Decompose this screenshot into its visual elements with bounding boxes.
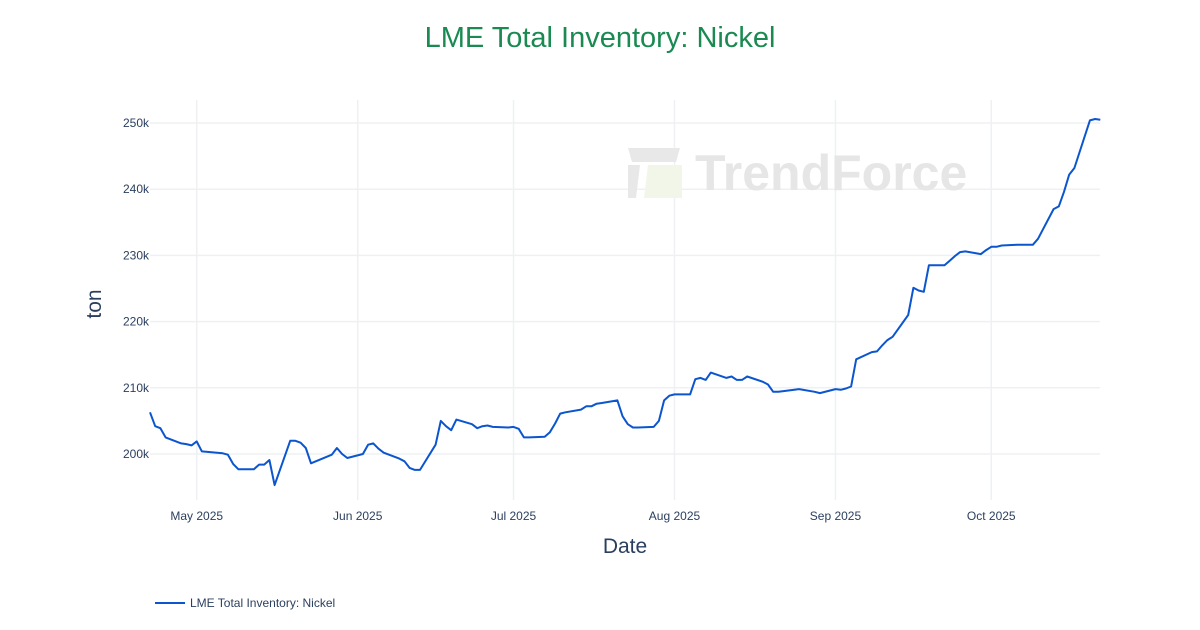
- x-tick-label: Jun 2025: [333, 509, 383, 523]
- y-tick-label: 240k: [123, 182, 150, 196]
- gridlines: [150, 100, 1100, 500]
- watermark-text: TrendForce: [695, 145, 967, 201]
- y-tick-label: 220k: [123, 315, 150, 329]
- legend-item[interactable]: LME Total Inventory: Nickel: [155, 596, 335, 610]
- x-tick-label: May 2025: [170, 509, 223, 523]
- x-axis-title: Date: [603, 535, 647, 558]
- watermark-logo: TrendForce: [628, 145, 967, 201]
- y-tick-label: 230k: [123, 248, 150, 262]
- y-tick-label: 250k: [123, 116, 150, 130]
- legend-line-icon: [155, 602, 185, 604]
- y-axis-ticks: 200k 210k 220k 230k 240k 250k: [123, 116, 150, 461]
- y-tick-label: 210k: [123, 381, 150, 395]
- series-line-nickel[interactable]: [149, 118, 1101, 487]
- x-axis-ticks: May 2025 Jun 2025 Jul 2025 Aug 2025 Sep 2025…: [170, 509, 1016, 523]
- chart-title: LME Total Inventory: Nickel: [424, 22, 776, 54]
- y-axis-title: ton: [83, 289, 106, 318]
- y-tick-label: 200k: [123, 447, 150, 461]
- x-tick-label: Aug 2025: [649, 509, 701, 523]
- legend-label: LME Total Inventory: Nickel: [190, 596, 336, 610]
- x-tick-label: Oct 2025: [967, 509, 1016, 523]
- x-tick-label: Jul 2025: [491, 509, 537, 523]
- x-tick-label: Sep 2025: [810, 509, 862, 523]
